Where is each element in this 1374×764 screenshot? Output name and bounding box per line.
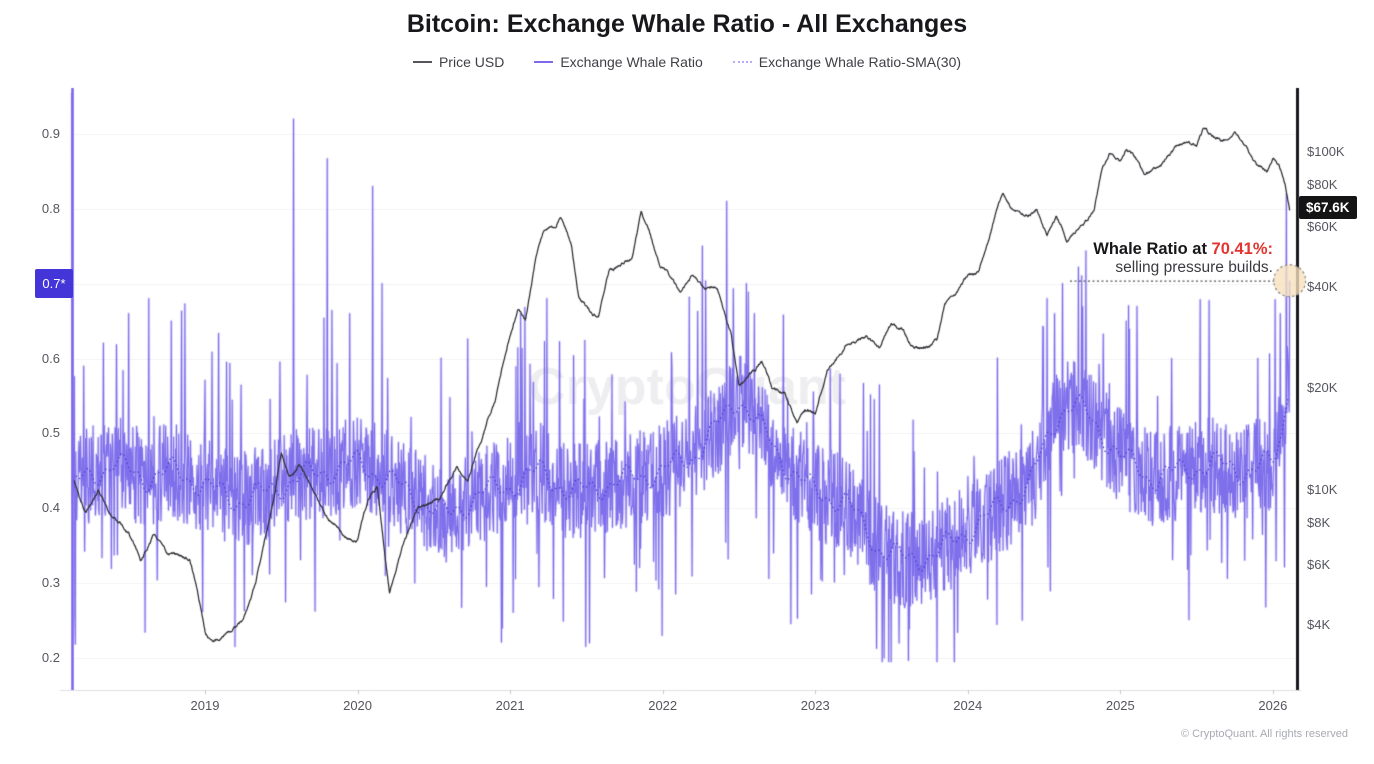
x-tick-label: 2024: [953, 698, 983, 713]
page-title: Bitcoin: Exchange Whale Ratio - All Exch…: [406, 10, 968, 38]
y-right-tick-label: $40K: [1307, 278, 1338, 294]
line-marker-icon: [732, 61, 752, 63]
legend: Price USD Exchange Whale Ratio Exchange Wh…: [0, 54, 1374, 70]
y-right-tick-label: $80K: [1307, 176, 1338, 192]
y-left-tick-label: 0.9: [41, 126, 60, 142]
y-right-tick-label: $4K: [1307, 616, 1331, 632]
y-right-tick-label: $20K: [1307, 380, 1338, 396]
legend-item-label: Price USD: [438, 54, 505, 70]
whale-ratio-axis-chip: 0.7*: [35, 269, 73, 299]
x-tick-label: 2023: [800, 698, 830, 713]
legend-item-exchange-whale-ratio-sma-30-[interactable]: Exchange Whale Ratio-SMA(30): [732, 54, 962, 70]
annotation-line1-prefix: Whale Ratio at: [1093, 240, 1212, 258]
line-marker-icon: [412, 61, 432, 63]
y-left-tick-label: 0.6: [41, 350, 60, 366]
x-tick-label: 2019: [190, 698, 220, 713]
annotation-line2: selling pressure builds.: [1115, 258, 1273, 276]
y-right-tick-label: $10K: [1307, 482, 1338, 497]
legend-item-price-usd[interactable]: Price USD: [412, 54, 505, 70]
y-left-tick-label: 0.5: [41, 425, 60, 441]
x-tick-label: 2021: [495, 698, 525, 713]
x-tick-label: 2022: [648, 698, 678, 713]
x-tick-label: 2026: [1258, 698, 1288, 713]
whale-ratio-annotation: Whale Ratio at 70.41%: selling pressure …: [1093, 240, 1273, 277]
x-tick-label: 2025: [1105, 698, 1135, 713]
last-price-chip: $67.6K: [1299, 196, 1357, 220]
y-left-tick-label: 0.8: [41, 200, 60, 216]
annotation-line1: Whale Ratio at 70.41%:: [1093, 240, 1273, 259]
legend-item-label: Exchange Whale Ratio: [560, 54, 703, 70]
y-left-tick-label: 0.3: [41, 575, 60, 591]
copyright-notice: © CryptoQuant. All rights reserved: [1180, 728, 1348, 740]
y-left-tick-label: 0.4: [41, 500, 60, 516]
y-right-tick-label: $8K: [1307, 514, 1331, 530]
y-right-tick-label: $100K: [1307, 144, 1345, 159]
y-left-tick-label: 0.2: [41, 649, 60, 665]
y-right-tick-label: $6K: [1307, 556, 1331, 572]
legend-item-exchange-whale-ratio[interactable]: Exchange Whale Ratio: [534, 54, 703, 70]
annotation-line1-highlight: 70.41%:: [1211, 240, 1273, 258]
legend-item-label: Exchange Whale Ratio-SMA(30): [758, 54, 962, 70]
line-marker-icon: [534, 61, 554, 63]
y-right-tick-label: $60K: [1307, 218, 1338, 234]
x-tick-label: 2020: [343, 698, 373, 713]
